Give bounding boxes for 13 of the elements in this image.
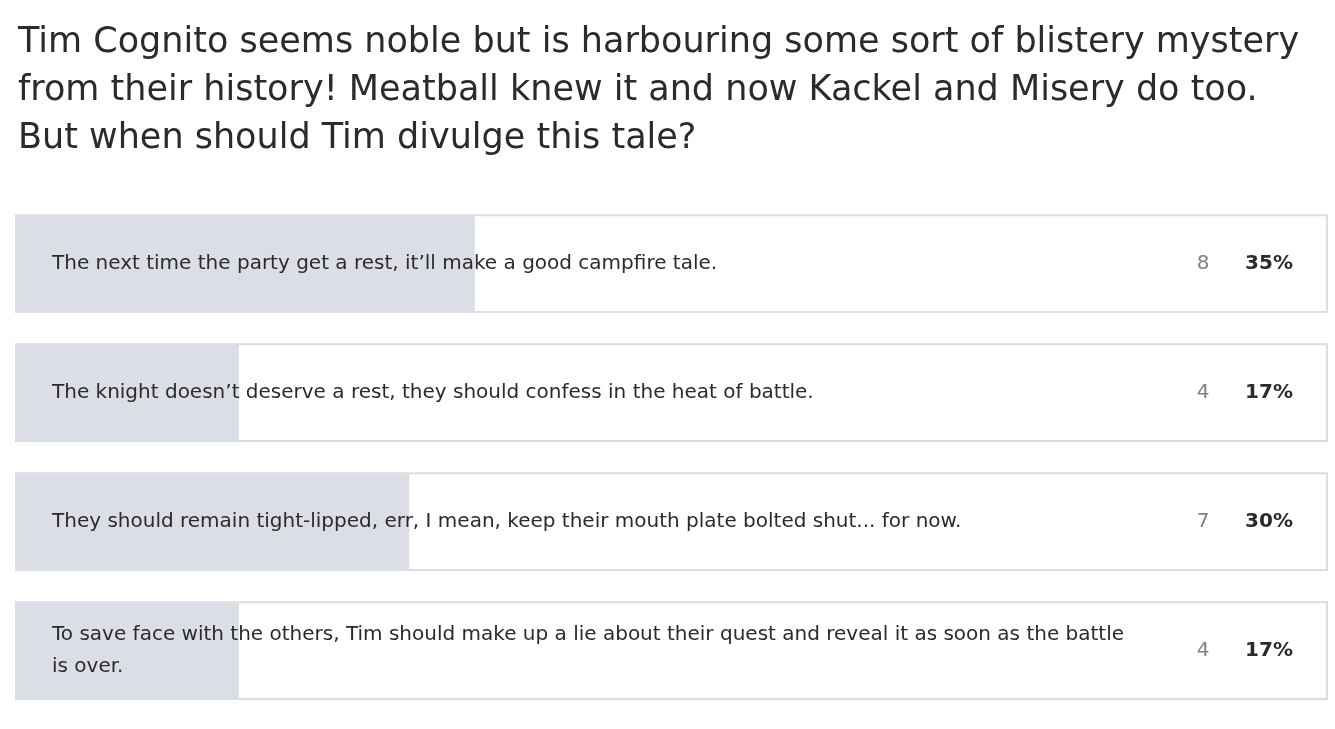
data-label: 30% xyxy=(1245,507,1293,532)
data-label: 35% xyxy=(1245,249,1293,274)
data-label: 17% xyxy=(1245,378,1293,403)
y-tick-label: The knight doesn’t deserve a rest, they should confess in the heat of battle. xyxy=(51,378,814,403)
annotation: 4 xyxy=(1196,378,1210,403)
y-tick-label: They should remain tight-lipped, err, I mean, keep their mouth plate bolted shut... for now. xyxy=(51,507,962,532)
annotation: 8 xyxy=(1196,249,1210,274)
y-tick-label: To save face with the others, Tim should make up a lie about their quest and reveal it as soon as the battle is over. xyxy=(51,620,1125,677)
annotation: 7 xyxy=(1196,507,1210,532)
y-tick-label: The next time the party get a rest, it’ll make a good campfire tale. xyxy=(51,249,718,274)
chart-title: Tim Cognito seems noble but is harbouring some sort of blistery mystery from their history! Meatball knew it and now Kackel and Misery do too. But when should Tim divulge this tale? xyxy=(17,19,1301,158)
data-label: 17% xyxy=(1245,636,1293,661)
annotation: 4 xyxy=(1196,636,1210,661)
